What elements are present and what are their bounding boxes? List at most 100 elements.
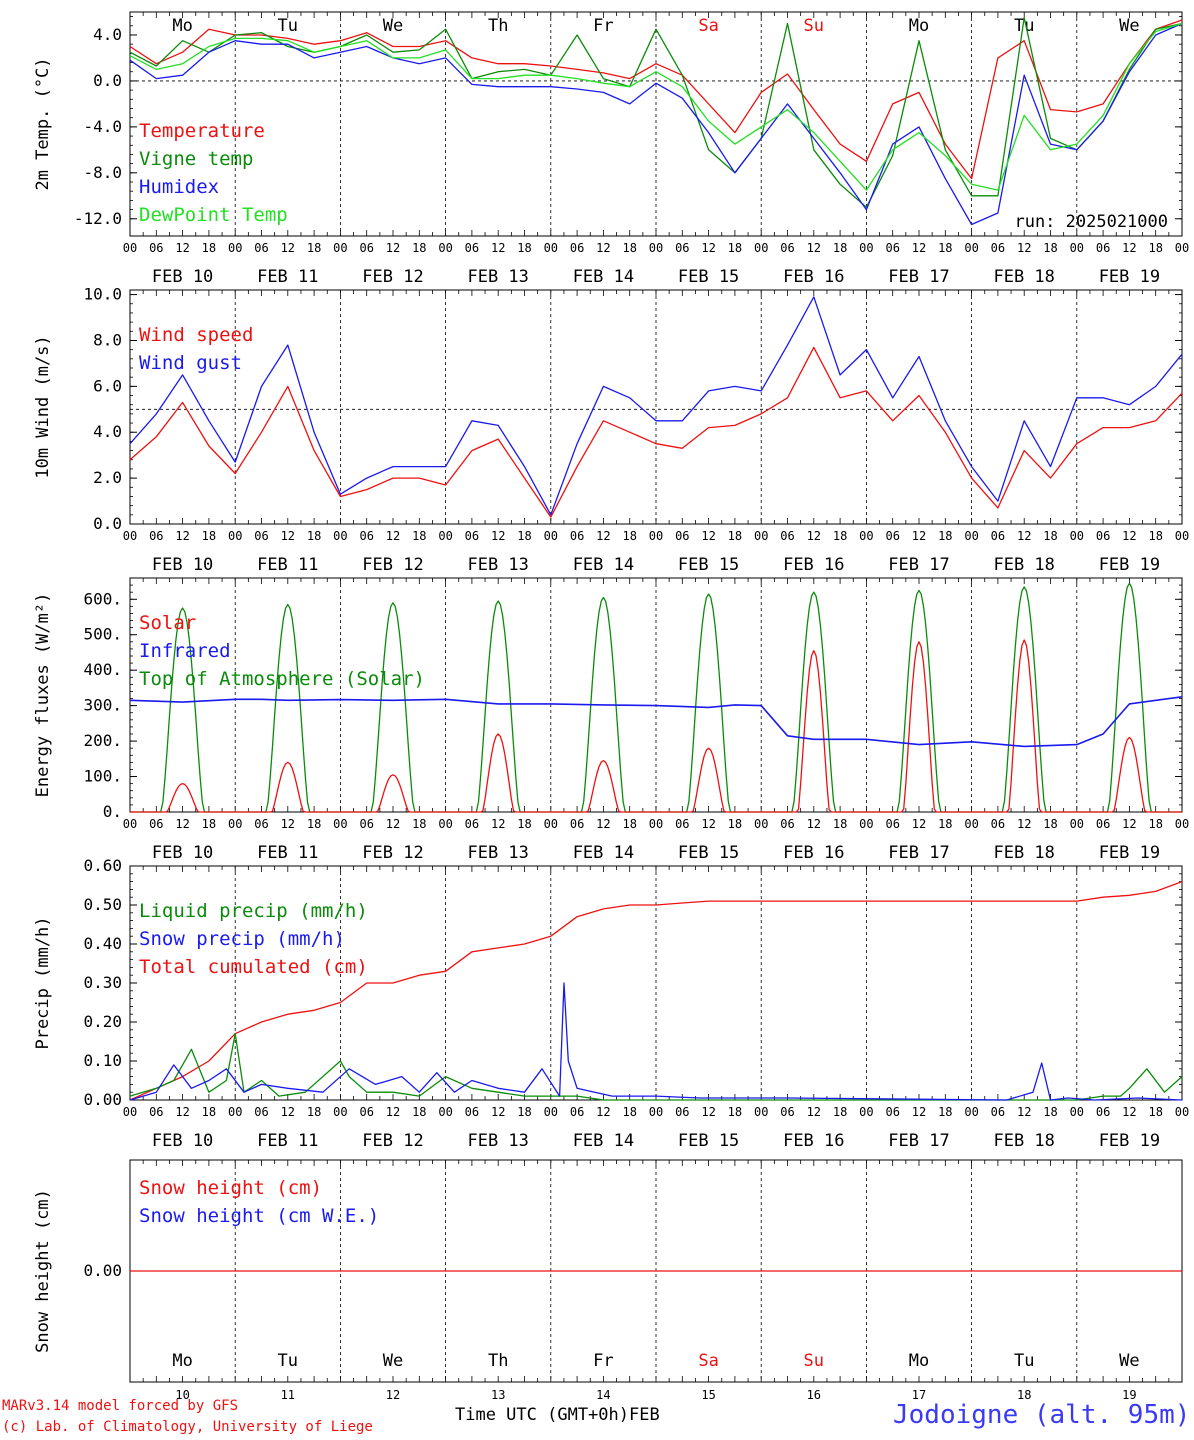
series-line <box>129 880 1183 1101</box>
y-tick-label: 500. <box>83 625 122 644</box>
hour-label: 12 <box>596 529 610 543</box>
y-tick-label: 300. <box>83 696 122 715</box>
weekday-label: Tu <box>1014 1351 1034 1371</box>
date-label: FEB 10 <box>152 843 213 863</box>
date-label: FEB 10 <box>152 555 213 575</box>
y-tick-label: 0.00 <box>83 1261 122 1280</box>
day-number: 16 <box>807 1388 821 1402</box>
hour-label: 00 <box>649 529 663 543</box>
hour-label: 00 <box>649 241 663 255</box>
day-number: 18 <box>1017 1388 1031 1402</box>
hour-label: 00 <box>333 241 347 255</box>
hour-label: 06 <box>359 241 373 255</box>
series-line <box>129 296 1183 516</box>
weekday-label: We <box>383 1351 403 1371</box>
date-label: FEB 17 <box>888 555 949 575</box>
hour-label: 12 <box>807 1105 821 1119</box>
hour-label: 06 <box>149 1105 163 1119</box>
hour-label: 18 <box>517 529 531 543</box>
date-label: FEB 19 <box>1099 555 1160 575</box>
hour-label: 06 <box>254 529 268 543</box>
hour-label: 06 <box>465 529 479 543</box>
hour-label: 18 <box>938 1105 952 1119</box>
date-label: FEB 14 <box>573 555 634 575</box>
hour-label: 12 <box>807 529 821 543</box>
hour-label: 18 <box>833 241 847 255</box>
hour-label: 18 <box>1043 529 1057 543</box>
weekday-label: Th <box>488 16 508 36</box>
hour-label: 12 <box>491 817 505 831</box>
plot-frame <box>129 11 1183 237</box>
hour-label: 18 <box>1148 817 1162 831</box>
legend-entry: Snow height (cm W.E.) <box>139 1205 379 1227</box>
panel-4: 0.00 0.10 0.20 0.30 0.40 0.50 0.60 Precip (mm/h… <box>33 856 1189 1151</box>
hour-label: 00 <box>1070 1105 1084 1119</box>
hour-label: 06 <box>780 529 794 543</box>
date-label: FEB 18 <box>993 843 1054 863</box>
hour-label: 00 <box>754 817 768 831</box>
hour-label: 06 <box>570 529 584 543</box>
hour-label: 12 <box>1122 1105 1136 1119</box>
legend-entry: Top of Atmosphere (Solar) <box>139 668 425 690</box>
y-tick-label: 10.0 <box>83 285 122 304</box>
date-label: FEB 14 <box>573 1131 634 1151</box>
day-number: 19 <box>1122 1388 1136 1402</box>
hour-label: 06 <box>675 817 689 831</box>
hour-label: 00 <box>438 241 452 255</box>
hour-label: 18 <box>938 817 952 831</box>
weekday-label: Fr <box>593 16 613 36</box>
series-line <box>129 982 1183 1101</box>
hour-label: 18 <box>938 241 952 255</box>
hour-label: 00 <box>1070 817 1084 831</box>
date-label: FEB 10 <box>152 267 213 287</box>
date-label: FEB 18 <box>993 555 1054 575</box>
date-label: FEB 13 <box>467 1131 528 1151</box>
hour-label: 12 <box>701 817 715 831</box>
weekday-label: We <box>1119 16 1139 36</box>
hour-label: 12 <box>175 817 189 831</box>
hour-label: 18 <box>517 241 531 255</box>
hour-label: 00 <box>964 817 978 831</box>
hour-label: 00 <box>333 817 347 831</box>
legend-entry: Snow precip (mm/h) <box>139 928 345 950</box>
hour-label: 12 <box>701 241 715 255</box>
weekday-label: Su <box>804 16 824 36</box>
hour-label: 12 <box>1122 529 1136 543</box>
date-label: FEB 19 <box>1099 267 1160 287</box>
weekday-label: Tu <box>278 1351 298 1371</box>
weekday-label: Mo <box>909 1351 929 1371</box>
time-axis-label: Time UTC (GMT+0h) <box>455 1405 629 1425</box>
y-tick-label: 0.30 <box>83 973 122 992</box>
hour-label: 12 <box>281 529 295 543</box>
hour-label: 06 <box>885 817 899 831</box>
y-tick-label: 0.10 <box>83 1051 122 1070</box>
hour-label: 18 <box>833 1105 847 1119</box>
hour-label: 12 <box>596 241 610 255</box>
legend-entry: Infrared <box>139 640 231 662</box>
day-number: 15 <box>701 1388 715 1402</box>
hour-label: 06 <box>465 241 479 255</box>
station-name: Jodoigne (alt. 95m) <box>893 1400 1191 1430</box>
hour-label: 18 <box>307 817 321 831</box>
panel-2: 0.0 2.0 4.0 6.0 8.0 10.0 10m Wind (m/s) 00 06 12 1… <box>33 285 1189 575</box>
hour-label: 06 <box>780 817 794 831</box>
hour-label: 12 <box>281 817 295 831</box>
hour-label: 00 <box>1070 241 1084 255</box>
hour-label: 12 <box>701 529 715 543</box>
hour-label: 00 <box>964 241 978 255</box>
hour-label: 12 <box>701 1105 715 1119</box>
panel-5: 0.00 Snow height (cm) Snow height (cm) Snow… <box>33 1159 1183 1383</box>
day-number: 17 <box>912 1388 926 1402</box>
date-label: FEB 16 <box>783 1131 844 1151</box>
date-label: FEB 11 <box>257 267 318 287</box>
date-label: FEB 15 <box>678 843 739 863</box>
hour-label: 12 <box>175 529 189 543</box>
hour-label: 18 <box>1043 817 1057 831</box>
date-label: FEB 19 <box>1099 1131 1160 1151</box>
date-label: FEB 11 <box>257 555 318 575</box>
hour-label: 00 <box>1175 817 1189 831</box>
hour-label: 00 <box>1175 529 1189 543</box>
hour-label: 06 <box>991 529 1005 543</box>
hour-label: 18 <box>622 817 636 831</box>
date-label: FEB 13 <box>467 555 528 575</box>
